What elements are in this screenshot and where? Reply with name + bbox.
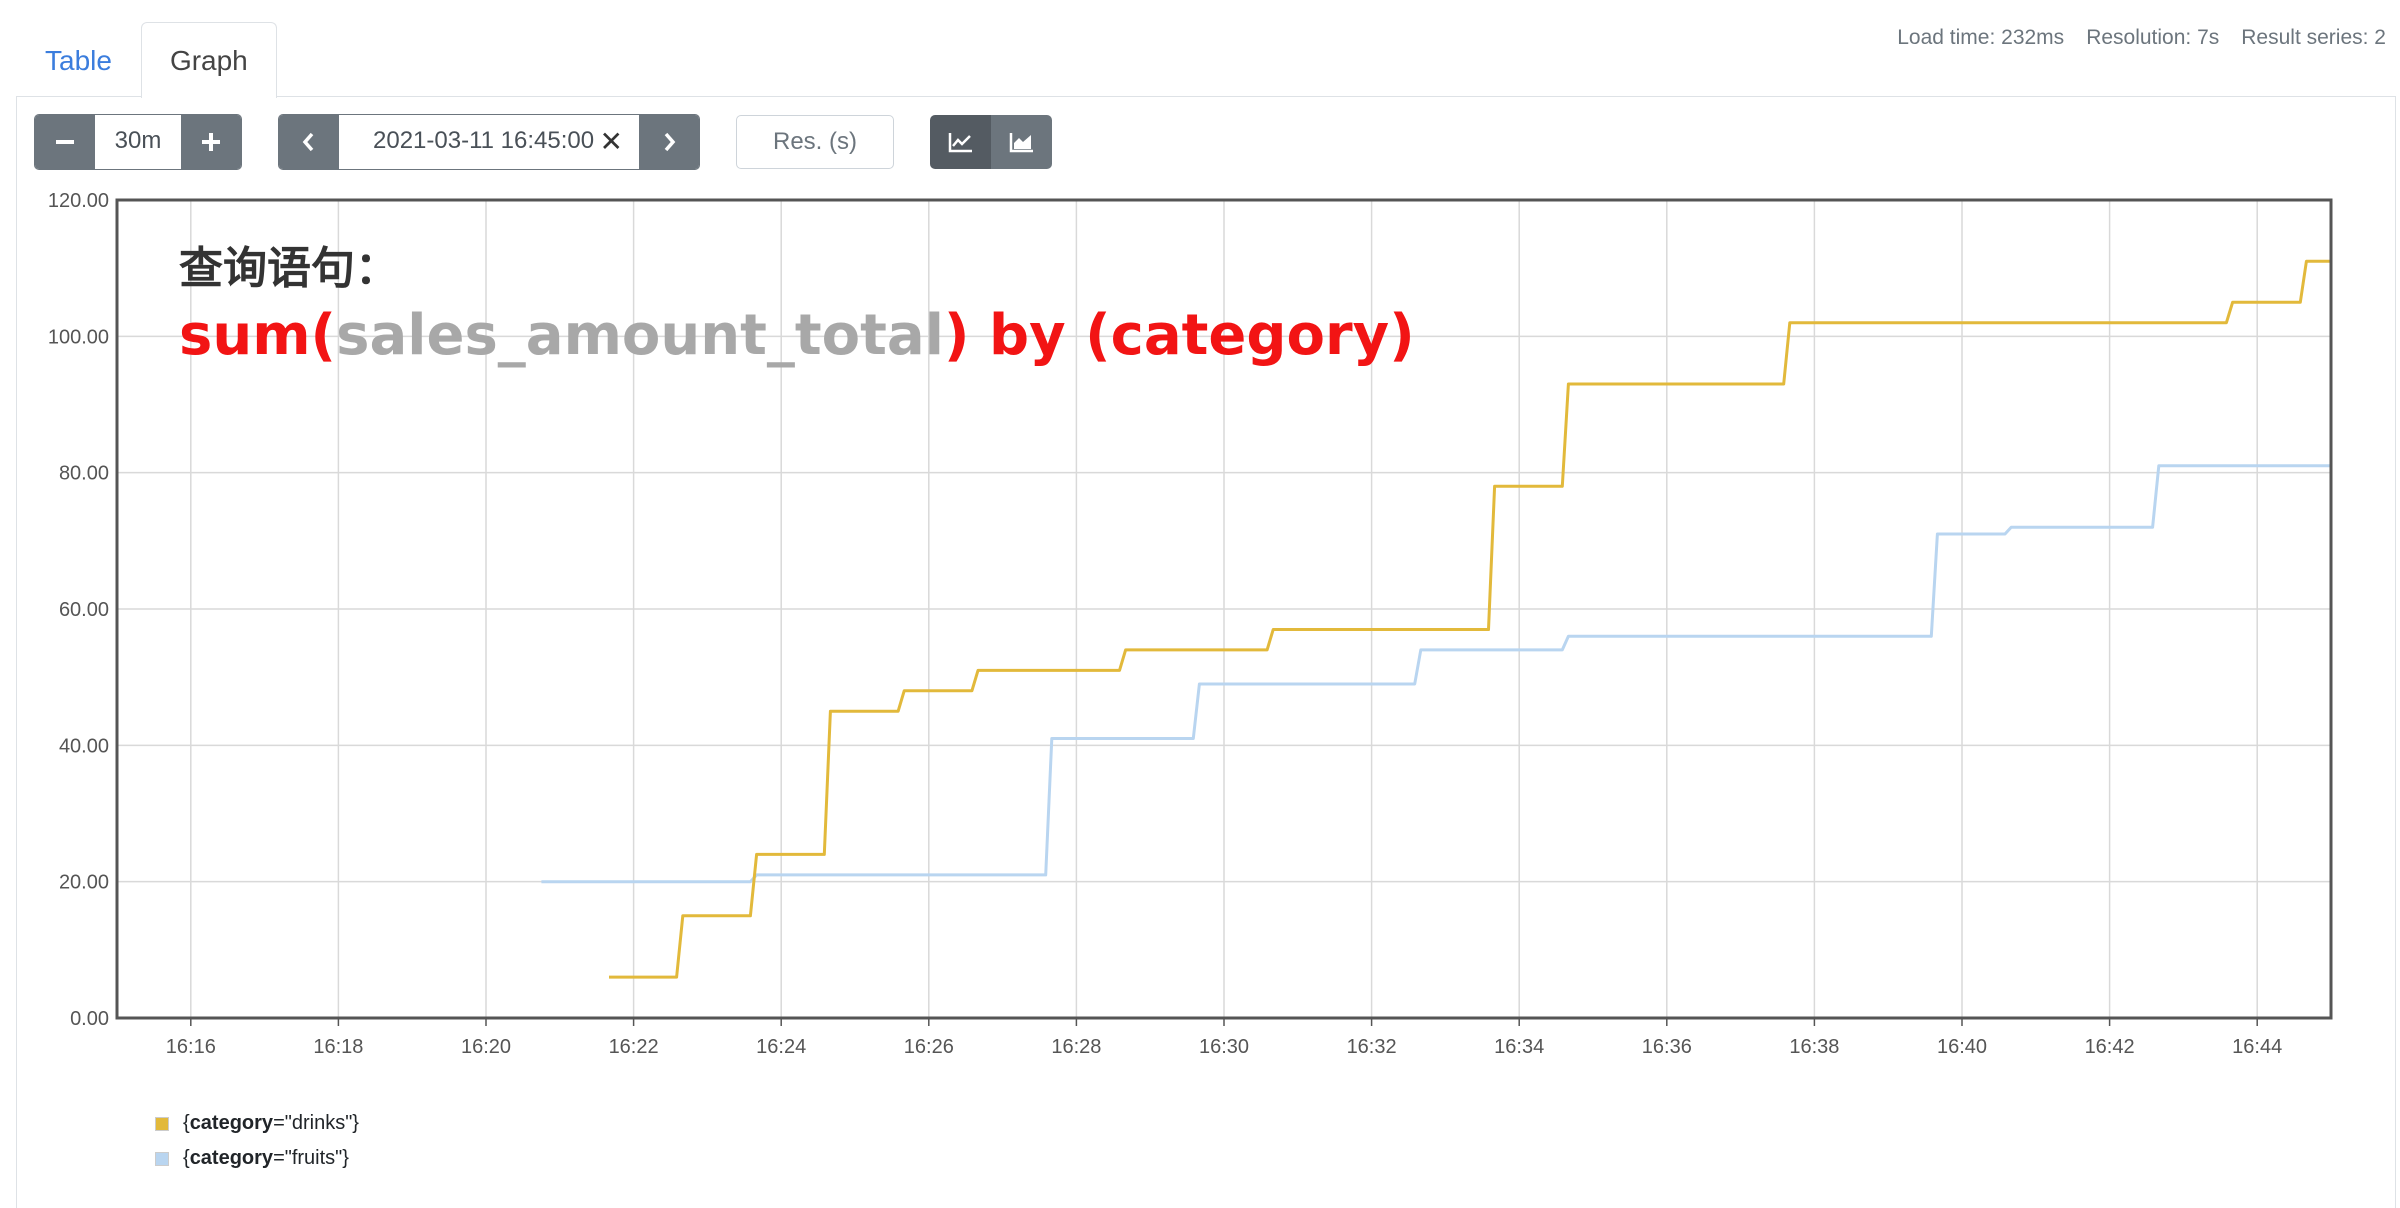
y-tick-label: 120.00	[48, 190, 109, 212]
x-tick-label: 16:26	[904, 1036, 954, 1058]
y-tick-label: 80.00	[59, 463, 109, 485]
range-input[interactable]: 30m	[95, 115, 181, 167]
x-tick-label: 16:20	[461, 1036, 511, 1058]
chevron-right-icon	[664, 132, 676, 152]
result-series-stat: Result series: 2	[2241, 26, 2386, 49]
sales-graph: 0.00 20.00 40.00 60.00 80.00 100.00 120.00 16:1…	[48, 190, 2333, 1058]
x-tick-label: 16:16	[166, 1036, 216, 1058]
query-annotation-label: 查询语句：	[179, 243, 399, 294]
x-tick-label: 16:18	[313, 1036, 363, 1058]
next-time-button[interactable]	[639, 115, 699, 169]
y-tick-label: 40.00	[59, 735, 109, 757]
fruits-swatch	[155, 1151, 169, 1166]
legend-item-fruits[interactable]: {category ="fruits"}	[155, 1141, 359, 1176]
x-tick-label: 16:24	[756, 1036, 806, 1058]
decrease-range-button[interactable]	[35, 115, 95, 169]
x-tick-label: 16:22	[609, 1036, 659, 1058]
graph-controls: 30m 2021-03-11 16:45:00 ✕ Res. (s)	[34, 114, 1052, 170]
x-tick-label: 16:42	[2085, 1036, 2135, 1058]
legend: {category ="drinks"} {category ="fruits"}	[155, 1106, 359, 1176]
graph-panel	[16, 96, 2396, 1208]
x-tick-label: 16:28	[1051, 1036, 1101, 1058]
y-tick-label: 60.00	[59, 599, 109, 621]
query-metric-text: sales_amount_total	[336, 303, 944, 368]
line-chart-button[interactable]	[930, 115, 991, 169]
load-time: Load time: 232ms	[1897, 26, 2065, 49]
x-tick-label: 16:30	[1199, 1036, 1249, 1058]
chevron-left-icon	[302, 132, 314, 152]
close-icon[interactable]: ✕	[599, 126, 623, 157]
y-tick-label: 100.00	[48, 326, 109, 348]
increase-range-button[interactable]	[181, 115, 241, 169]
x-tick-label: 16:38	[1789, 1036, 1839, 1058]
chart-mode-toggle	[930, 115, 1052, 169]
plot-frame	[115, 198, 2333, 1020]
x-tick-label: 16:34	[1494, 1036, 1544, 1058]
resolution-input[interactable]: Res. (s)	[736, 115, 894, 169]
end-time-selector: 2021-03-11 16:45:00 ✕	[278, 114, 700, 170]
x-tick-label: 16:36	[1642, 1036, 1692, 1058]
fruits-series-line[interactable]	[541, 464, 2331, 884]
legend-item-drinks[interactable]: {category ="drinks"}	[155, 1106, 359, 1141]
x-tick-label: 16:40	[1937, 1036, 1987, 1058]
area-chart-button[interactable]	[991, 115, 1052, 169]
x-tick-label: 16:44	[2232, 1036, 2282, 1058]
query-annotation: sum(sales_amount_total) by (category)	[179, 303, 1415, 368]
tab-bar: Table Graph	[16, 22, 277, 98]
query-rest-text: ) by (category)	[944, 303, 1415, 368]
end-time-value: 2021-03-11 16:45:00	[373, 127, 595, 154]
area-chart-icon	[1009, 133, 1033, 153]
resolution-stat: Resolution: 7s	[2086, 26, 2220, 49]
drinks-swatch	[155, 1116, 169, 1131]
y-tick-label: 20.00	[59, 872, 109, 894]
tab-graph[interactable]: Graph	[140, 22, 277, 98]
minus-icon	[56, 140, 74, 144]
previous-time-button[interactable]	[279, 115, 339, 169]
line-chart-icon	[948, 133, 972, 153]
y-tick-label: 0.00	[70, 1008, 109, 1030]
query-sum-text: sum(	[179, 303, 336, 368]
end-time-input[interactable]: 2021-03-11 16:45:00 ✕	[339, 115, 639, 167]
x-tick-label: 16:32	[1347, 1036, 1397, 1058]
drinks-series-line[interactable]	[609, 259, 2331, 979]
range-selector: 30m	[34, 114, 242, 170]
plus-icon	[202, 133, 220, 151]
query-stats: Load time: 232ms Resolution: 7s Result s…	[1897, 26, 2386, 50]
tab-table[interactable]: Table	[45, 44, 112, 76]
